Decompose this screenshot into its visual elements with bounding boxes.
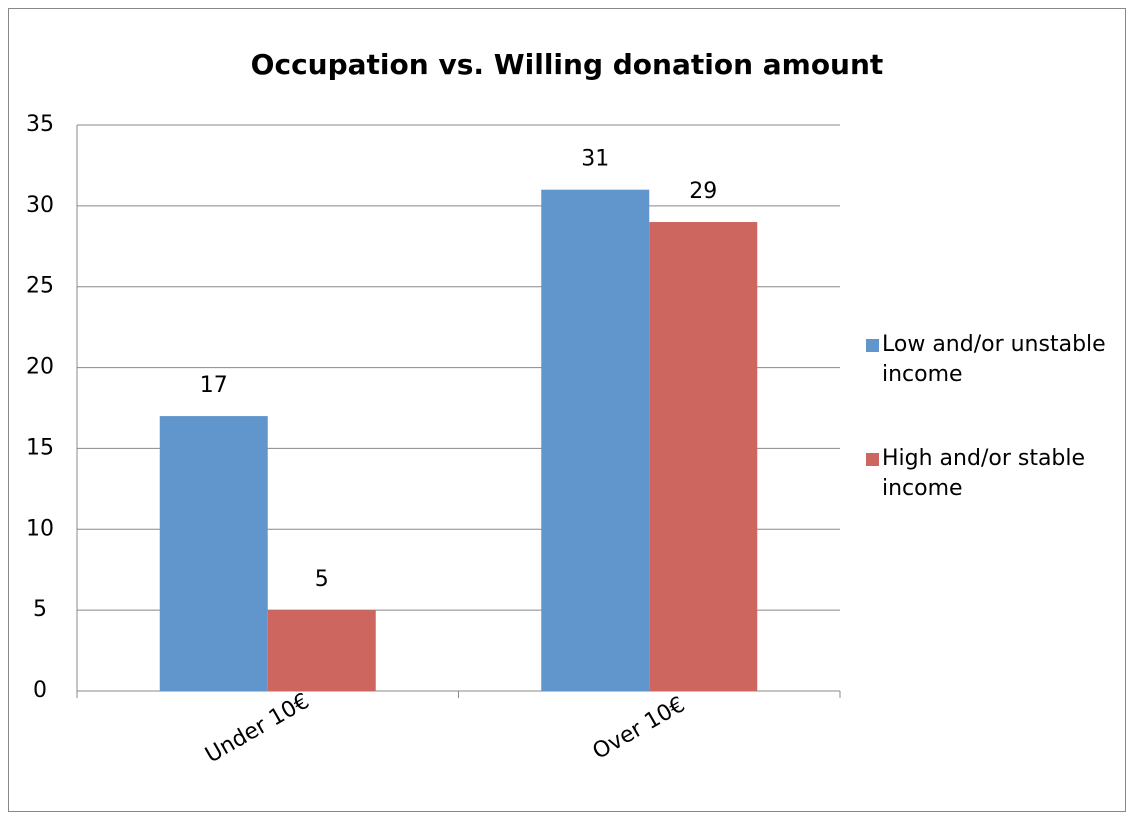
legend-item: Low and/or unstable income bbox=[862, 330, 1130, 390]
legend-item: High and/or stable income bbox=[862, 444, 1130, 504]
data-label: 31 bbox=[581, 147, 609, 172]
bar bbox=[159, 416, 268, 691]
data-label: 5 bbox=[315, 567, 329, 592]
y-tick-label: 25 bbox=[26, 274, 54, 299]
bar bbox=[267, 610, 376, 691]
y-tick-label: 0 bbox=[33, 678, 47, 703]
bar bbox=[541, 189, 650, 691]
chart-title: Occupation vs. Willing donation amount bbox=[251, 48, 884, 81]
data-label: 17 bbox=[200, 373, 228, 398]
legend-label: Low and/or unstable income bbox=[882, 332, 1106, 387]
y-tick-label: 20 bbox=[26, 355, 54, 380]
y-tick-label: 5 bbox=[33, 597, 47, 622]
y-tick-label: 30 bbox=[26, 193, 54, 218]
y-tick-label: 10 bbox=[26, 516, 54, 541]
legend-label: High and/or stable income bbox=[882, 446, 1086, 501]
y-tick-label: 35 bbox=[26, 112, 54, 137]
legend-swatch bbox=[866, 339, 879, 352]
bar bbox=[649, 222, 758, 691]
data-label: 29 bbox=[689, 179, 717, 204]
legend-swatch bbox=[866, 453, 879, 466]
y-tick-label: 15 bbox=[26, 435, 54, 460]
